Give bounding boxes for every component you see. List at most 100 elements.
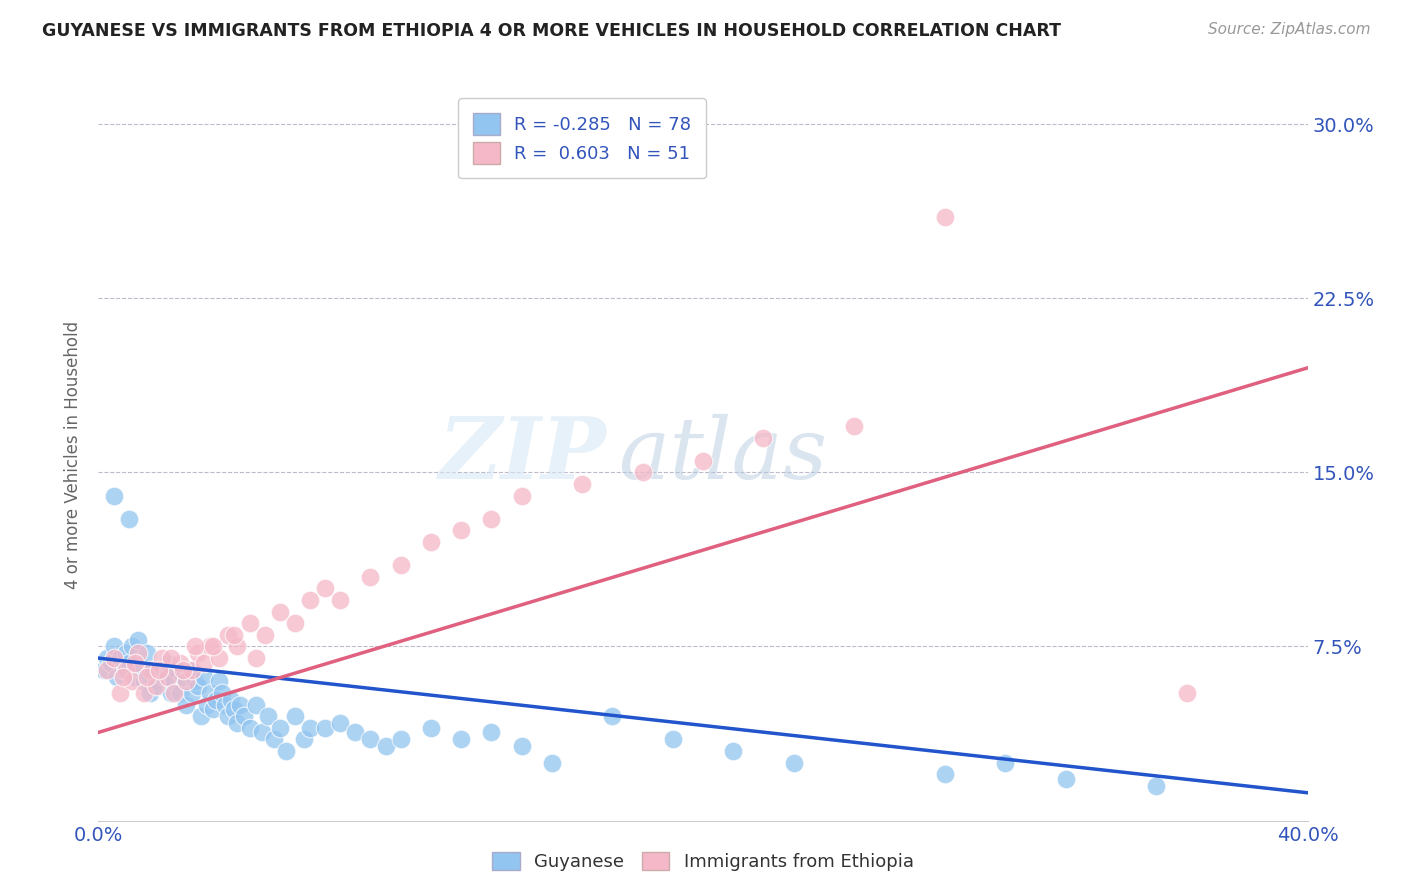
Point	[153, 670, 176, 684]
Point	[263, 732, 285, 747]
Point	[200, 640, 222, 654]
Point	[1175, 686, 1198, 700]
Point	[274, 744, 297, 758]
Point	[129, 663, 152, 677]
Point	[205, 693, 228, 707]
Point	[299, 593, 322, 607]
Point	[256, 709, 278, 723]
Point	[103, 489, 125, 503]
Point	[179, 663, 201, 677]
Point	[184, 674, 207, 689]
Point	[269, 721, 291, 735]
Point	[245, 698, 267, 712]
Point	[208, 674, 231, 689]
Point	[124, 656, 146, 670]
Point	[174, 698, 197, 712]
Point	[135, 647, 157, 661]
Point	[103, 651, 125, 665]
Point	[103, 640, 125, 654]
Point	[214, 698, 236, 712]
Legend: Guyanese, Immigrants from Ethiopia: Guyanese, Immigrants from Ethiopia	[485, 845, 921, 879]
Point	[202, 702, 225, 716]
Point	[118, 512, 141, 526]
Point	[211, 686, 233, 700]
Point	[374, 739, 396, 754]
Point	[184, 640, 207, 654]
Point	[723, 744, 745, 758]
Point	[239, 616, 262, 631]
Point	[510, 489, 533, 503]
Point	[172, 670, 194, 684]
Point	[450, 732, 472, 747]
Text: Source: ZipAtlas.com: Source: ZipAtlas.com	[1208, 22, 1371, 37]
Point	[284, 709, 307, 723]
Point	[121, 640, 143, 654]
Point	[163, 686, 186, 700]
Point	[121, 674, 143, 689]
Point	[139, 663, 162, 677]
Point	[250, 725, 273, 739]
Point	[202, 640, 225, 654]
Point	[150, 651, 173, 665]
Point	[224, 702, 246, 716]
Point	[329, 593, 352, 607]
Point	[166, 663, 188, 677]
Point	[602, 709, 624, 723]
Point	[420, 535, 443, 549]
Point	[224, 628, 246, 642]
Point	[169, 686, 191, 700]
Point	[200, 686, 222, 700]
Point	[314, 582, 336, 596]
Point	[844, 418, 866, 433]
Point	[420, 721, 443, 735]
Point	[118, 656, 141, 670]
Point	[156, 656, 179, 670]
Point	[174, 674, 197, 689]
Point	[314, 721, 336, 735]
Point	[148, 679, 170, 693]
Point	[172, 663, 194, 677]
Point	[299, 721, 322, 735]
Point	[631, 466, 654, 480]
Text: GUYANESE VS IMMIGRANTS FROM ETHIOPIA 4 OR MORE VEHICLES IN HOUSEHOLD CORRELATION: GUYANESE VS IMMIGRANTS FROM ETHIOPIA 4 O…	[42, 22, 1062, 40]
Point	[994, 756, 1017, 770]
Point	[160, 651, 183, 665]
Point	[145, 679, 167, 693]
Point	[96, 663, 118, 677]
Point	[100, 656, 122, 670]
Point	[169, 656, 191, 670]
Point	[217, 628, 239, 642]
Point	[108, 686, 131, 700]
Point	[132, 686, 155, 700]
Point	[221, 693, 243, 707]
Point	[661, 732, 683, 747]
Point	[127, 647, 149, 661]
Point	[193, 656, 215, 670]
Point	[1144, 779, 1167, 793]
Point	[360, 732, 382, 747]
Point	[783, 756, 806, 770]
Point	[96, 651, 118, 665]
Point	[114, 647, 136, 661]
Point	[148, 663, 170, 677]
Point	[132, 674, 155, 689]
Point	[269, 605, 291, 619]
Point	[139, 686, 162, 700]
Point	[245, 651, 267, 665]
Point	[181, 663, 204, 677]
Point	[360, 570, 382, 584]
Point	[108, 651, 131, 665]
Point	[934, 210, 956, 224]
Point	[163, 674, 186, 689]
Point	[142, 663, 165, 677]
Point	[217, 709, 239, 723]
Point	[208, 651, 231, 665]
Point	[187, 647, 209, 661]
Point	[145, 674, 167, 689]
Legend: R = -0.285   N = 78, R =  0.603   N = 51: R = -0.285 N = 78, R = 0.603 N = 51	[458, 98, 706, 178]
Point	[160, 686, 183, 700]
Point	[193, 670, 215, 684]
Point	[571, 477, 593, 491]
Point	[292, 732, 315, 747]
Point	[105, 670, 128, 684]
